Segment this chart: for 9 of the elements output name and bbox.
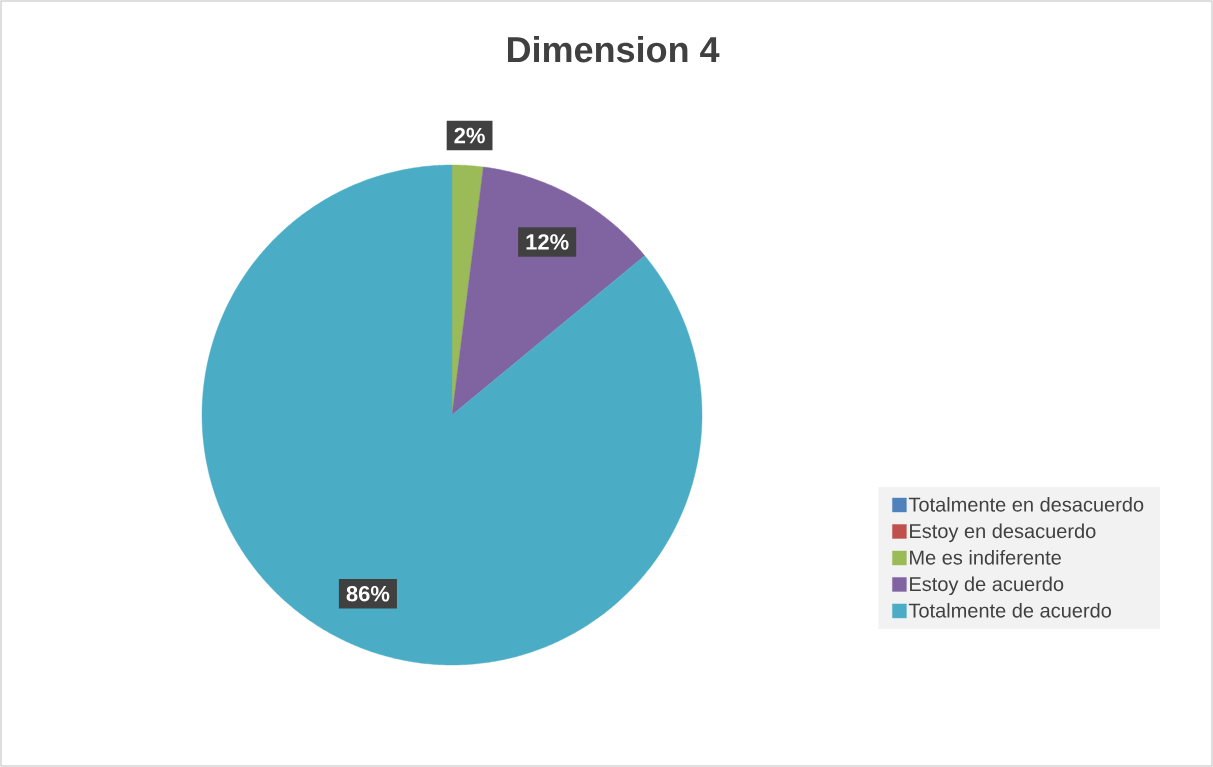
data-label: 86%: [346, 585, 390, 602]
data-label: 12%: [526, 234, 569, 250]
legend-label: Totalmente en desacuerdo: [908, 496, 1144, 512]
chart-title: Dimension 4: [507, 36, 720, 63]
legend-label: Estoy de acuerdo: [910, 576, 1064, 596]
legend-label: Totalmente de acuerdo: [908, 602, 1112, 618]
legend-label: Me es indiferente: [910, 549, 1061, 565]
data-label: 2%: [454, 127, 485, 144]
legend-label: Estoy en desacuerdo: [910, 523, 1096, 543]
